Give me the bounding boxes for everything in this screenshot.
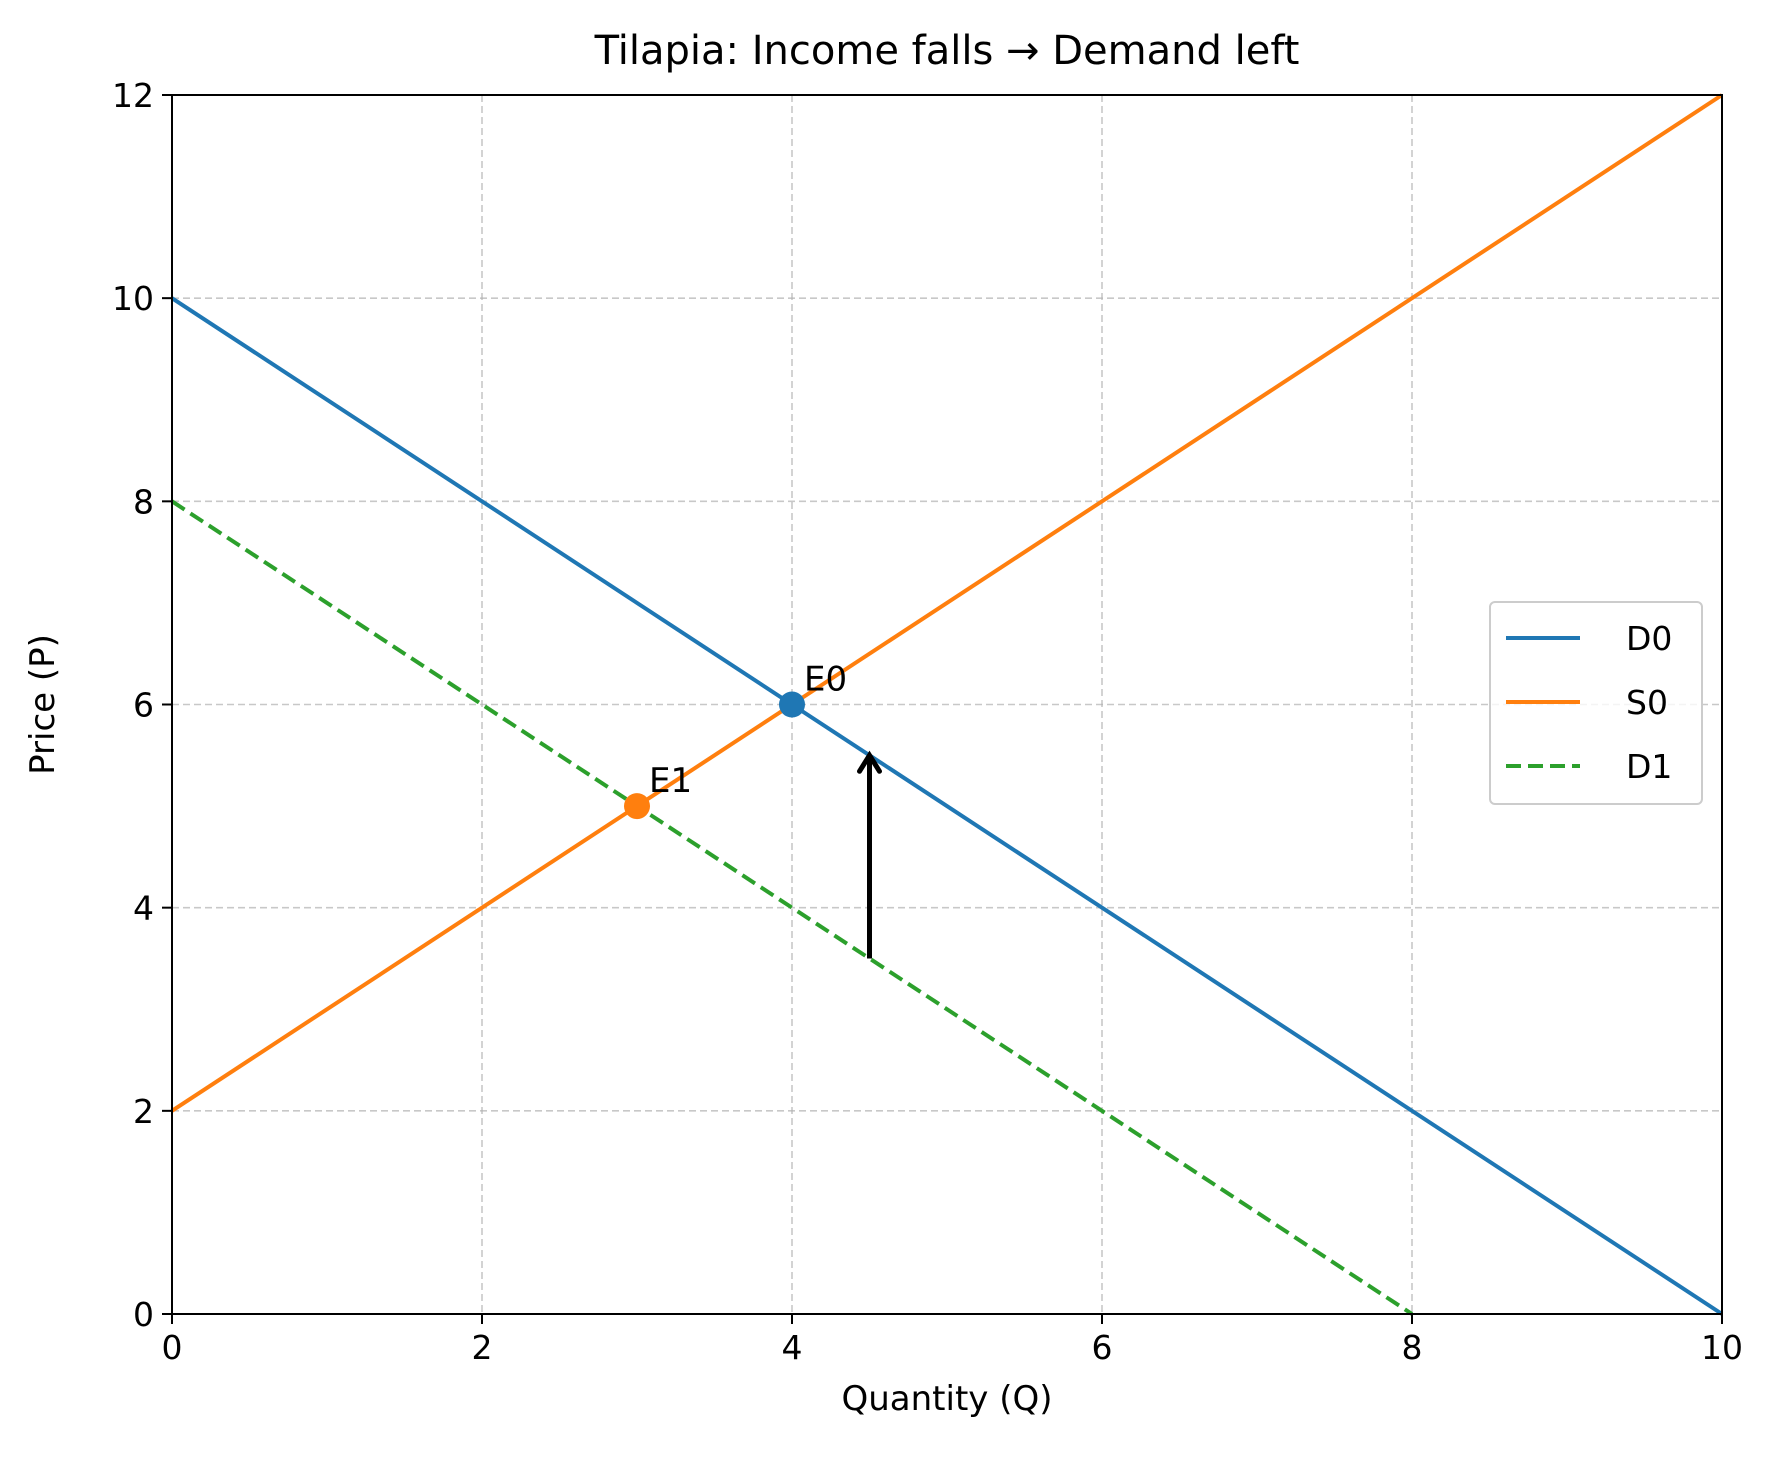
series-line-d1 <box>170 499 1414 1316</box>
point-label-e0: E0 <box>804 660 847 700</box>
point-label-e1: E1 <box>649 761 692 801</box>
y-tick-label: 6 <box>133 686 154 725</box>
x-tick-label: 10 <box>1701 1328 1743 1367</box>
series-line-d0 <box>170 296 1724 1316</box>
shift-arrow-head <box>857 750 882 774</box>
y-tick-label: 12 <box>112 76 154 115</box>
legend-box <box>1489 601 1703 805</box>
x-tick-label: 4 <box>782 1328 803 1367</box>
shift-arrow <box>857 750 882 959</box>
axis-ticks: 0 2 4 6 8 10 0 2 4 6 8 10 12 <box>112 76 1743 1367</box>
y-tick-label: 0 <box>133 1295 154 1334</box>
y-tick-label: 4 <box>133 889 154 928</box>
chart-title: Tilapia: Income falls → Demand left <box>594 28 1300 74</box>
x-tick-label: 8 <box>1402 1328 1423 1367</box>
grid-lines <box>172 95 1722 1314</box>
legend-item-d0: D0 <box>1506 619 1672 658</box>
x-axis-title: Quantity (Q) <box>841 1379 1052 1419</box>
x-tick-label: 2 <box>472 1328 493 1367</box>
equilibrium-points: E0 E1 <box>624 660 847 820</box>
y-tick-label: 10 <box>112 279 154 318</box>
series-lines <box>170 93 1724 1316</box>
series-line-s0 <box>170 93 1724 1113</box>
legend-item-s0: S0 <box>1506 683 1668 722</box>
legend-label: D1 <box>1626 747 1672 786</box>
legend-item-d1: D1 <box>1506 747 1672 786</box>
x-tick-label: 0 <box>162 1328 183 1367</box>
legend-label: D0 <box>1626 619 1672 658</box>
y-axis-title: Price (P) <box>23 634 63 775</box>
point-e0 <box>779 691 805 718</box>
y-tick-label: 8 <box>133 482 154 521</box>
legend: D0 S0 D1 <box>1489 601 1703 805</box>
legend-label: S0 <box>1626 683 1668 722</box>
point-e1 <box>624 793 650 820</box>
x-tick-label: 6 <box>1092 1328 1113 1367</box>
y-tick-label: 2 <box>133 1092 154 1131</box>
